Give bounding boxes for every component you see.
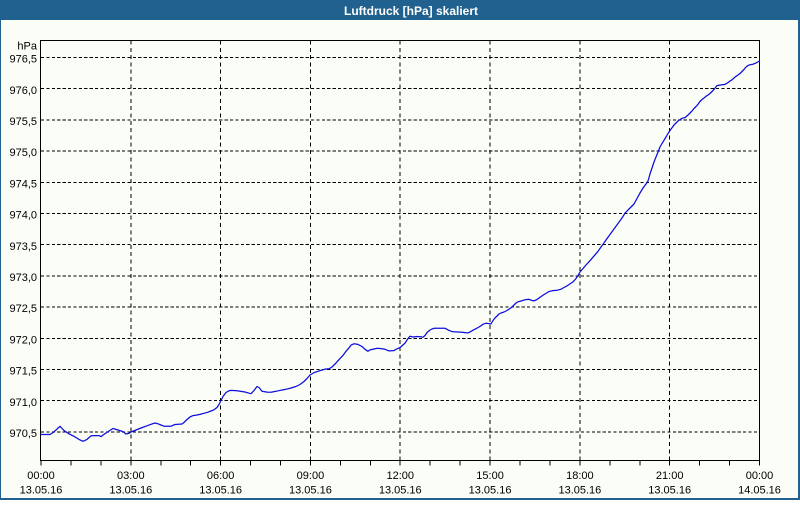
svg-text:Luftdruck [hPa] skaliert: Luftdruck [hPa] skaliert [344, 4, 478, 18]
svg-text:18:00: 18:00 [566, 470, 594, 482]
svg-text:13.05.16: 13.05.16 [379, 485, 422, 497]
svg-text:971,0: 971,0 [9, 397, 37, 409]
svg-text:09:00: 09:00 [297, 470, 325, 482]
svg-text:13.05.16: 13.05.16 [558, 485, 601, 497]
svg-text:00:00: 00:00 [27, 470, 55, 482]
svg-text:00:00: 00:00 [746, 470, 774, 482]
svg-text:976,5: 976,5 [9, 54, 37, 66]
svg-text:13.05.16: 13.05.16 [289, 485, 332, 497]
svg-text:13.05.16: 13.05.16 [469, 485, 512, 497]
svg-text:06:00: 06:00 [207, 470, 235, 482]
svg-text:975,0: 975,0 [9, 147, 37, 159]
svg-text:13.05.16: 13.05.16 [648, 485, 691, 497]
svg-text:976,0: 976,0 [9, 85, 37, 97]
svg-text:973,5: 973,5 [9, 241, 37, 253]
svg-text:14.05.16: 14.05.16 [738, 485, 781, 497]
svg-text:15:00: 15:00 [476, 470, 504, 482]
svg-text:975,5: 975,5 [9, 116, 37, 128]
svg-text:13.05.16: 13.05.16 [199, 485, 242, 497]
svg-text:03:00: 03:00 [117, 470, 145, 482]
svg-text:974,0: 974,0 [9, 210, 37, 222]
svg-text:972,5: 972,5 [9, 303, 37, 315]
svg-text:974,5: 974,5 [9, 178, 37, 190]
svg-text:12:00: 12:00 [386, 470, 414, 482]
svg-text:972,0: 972,0 [9, 334, 37, 346]
svg-text:hPa: hPa [17, 41, 37, 53]
svg-text:970,5: 970,5 [9, 428, 37, 440]
svg-text:973,0: 973,0 [9, 272, 37, 284]
svg-text:21:00: 21:00 [656, 470, 684, 482]
svg-text:13.05.16: 13.05.16 [109, 485, 152, 497]
svg-text:971,5: 971,5 [9, 366, 37, 378]
svg-text:13.05.16: 13.05.16 [20, 485, 63, 497]
